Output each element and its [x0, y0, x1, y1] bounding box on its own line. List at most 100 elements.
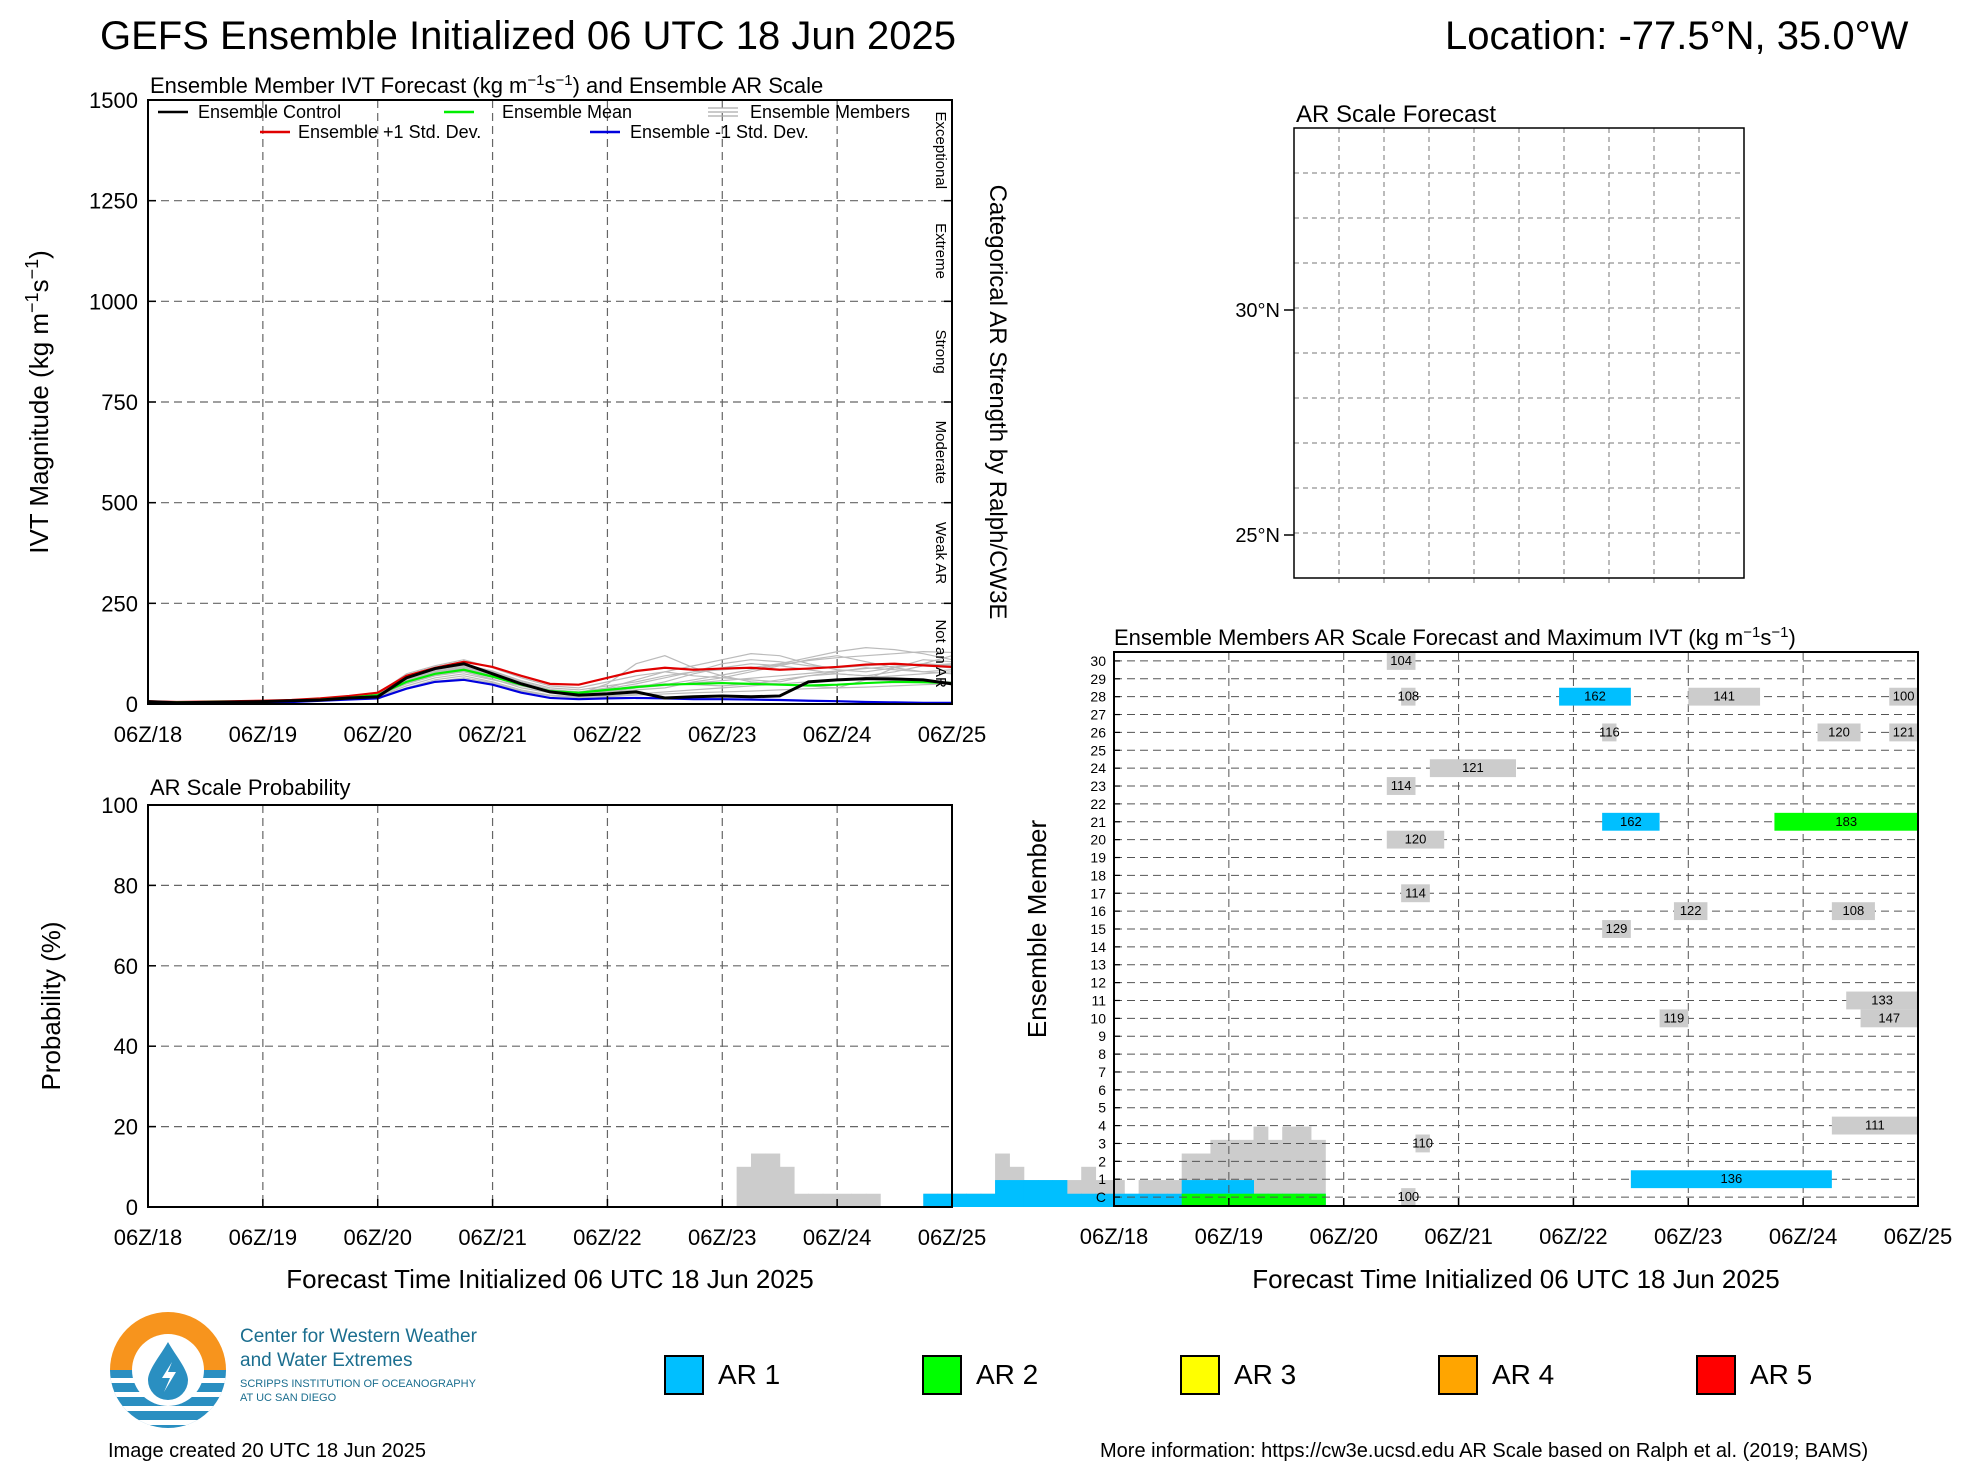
prob-xtick-label: 06Z/25 — [918, 1225, 987, 1250]
prob-ytick-label: 80 — [114, 873, 138, 898]
members-event-bar — [1831, 1116, 1918, 1135]
logo-line-3: SCRIPPS INSTITUTION OF OCEANOGRAPHY — [240, 1378, 476, 1390]
members-y-axis-label: Ensemble Member — [1022, 820, 1052, 1039]
legend-members-label: Ensemble Members — [750, 102, 910, 122]
prob-bar-ar1 — [1038, 1180, 1053, 1207]
members-event-max-ivt: 136 — [1721, 1171, 1743, 1186]
members-event-max-ivt: 116 — [1599, 724, 1620, 739]
members-event-bar — [1673, 902, 1708, 921]
members-xtick-label: 06Z/23 — [1654, 1224, 1723, 1249]
members-ytick-label: 17 — [1090, 885, 1106, 901]
prob-axes-frame — [147, 804, 953, 1208]
members-event-bar — [1817, 723, 1861, 742]
ar4-label: AR 4 — [1492, 1359, 1555, 1390]
prob-bar-any — [765, 1153, 781, 1207]
members-ytick-label: 23 — [1090, 778, 1106, 794]
members-ytick-label: 24 — [1090, 760, 1106, 776]
members-event-max-ivt: 120 — [1405, 832, 1427, 847]
prob-bar-any — [736, 1166, 752, 1207]
ivt-xtick-label: 06Z/19 — [229, 722, 298, 747]
prob-title: AR Scale Probability — [150, 775, 351, 800]
ar1-swatch — [664, 1355, 704, 1395]
members-event-max-ivt: 108 — [1397, 689, 1419, 704]
prob-ytick-label: 40 — [114, 1034, 138, 1059]
prob-ytick-label: 100 — [101, 793, 138, 818]
members-ytick-label: 13 — [1090, 957, 1106, 973]
members-ytick-label: 2 — [1098, 1153, 1106, 1169]
prob-ytick-label: 20 — [114, 1115, 138, 1140]
members-event-max-ivt: 147 — [1878, 1010, 1900, 1025]
members-event-bar — [1602, 920, 1631, 938]
members-event-max-ivt: 121 — [1893, 724, 1915, 739]
members-event-max-ivt: 114 — [1391, 778, 1412, 793]
members-event-max-ivt: 110 — [1412, 1135, 1433, 1150]
map-frame — [1293, 127, 1745, 579]
members-event-bar — [1846, 991, 1918, 1010]
members-xtick-label: 06Z/24 — [1769, 1224, 1838, 1249]
members-ytick-label: 1 — [1098, 1171, 1106, 1187]
members-event-bar — [1688, 687, 1761, 706]
members-event-max-ivt: 120 — [1828, 724, 1850, 739]
page-title: GEFS Ensemble Initialized 06 UTC 18 Jun … — [100, 14, 956, 58]
members-event-bar — [1401, 1188, 1416, 1206]
prob-xtick-label: 06Z/21 — [458, 1225, 527, 1250]
members-xtick-label: 06Z/18 — [1080, 1224, 1149, 1249]
members-event-max-ivt: 129 — [1606, 921, 1628, 936]
ivt-ytick-label: 1250 — [89, 189, 138, 214]
ivt-xtick-label: 06Z/22 — [573, 722, 642, 747]
members-event-max-ivt: 122 — [1680, 903, 1702, 918]
members-ytick-label: 20 — [1090, 832, 1106, 848]
members-event-max-ivt: 162 — [1584, 689, 1606, 704]
members-ytick-label: 8 — [1098, 1046, 1106, 1062]
members-event-bar — [1889, 687, 1918, 706]
members-ytick-label: 30 — [1090, 653, 1106, 669]
prob-bar-ar1 — [1081, 1193, 1097, 1207]
ivt-y-axis-label: IVT Magnitude (kg m−1s−1) — [22, 250, 54, 554]
members-ytick-label: 29 — [1090, 671, 1106, 687]
members-event-bar — [1386, 777, 1416, 795]
members-ytick-label: 5 — [1098, 1100, 1106, 1116]
legend-minus-std-label: Ensemble -1 Std. Dev. — [630, 122, 809, 142]
ivt-xtick-label: 06Z/20 — [343, 722, 412, 747]
members-event-max-ivt: 114 — [1405, 885, 1426, 900]
ar5-swatch — [1696, 1355, 1736, 1395]
ivt-member-line — [147, 647, 953, 703]
members-event-bar — [1401, 687, 1416, 706]
cw3e-logo-icon — [110, 1312, 226, 1428]
legend-plus-std-label: Ensemble +1 Std. Dev. — [298, 122, 481, 142]
members-event-bar — [1415, 1134, 1430, 1153]
members-event-bar — [1386, 830, 1445, 849]
members-event-bar — [1774, 812, 1918, 831]
members-xtick-label: 06Z/20 — [1309, 1224, 1378, 1249]
prob-bar-ar1 — [980, 1193, 996, 1207]
members-x-axis-label: Forecast Time Initialized 06 UTC 18 Jun … — [1252, 1264, 1779, 1294]
prob-bar-any — [851, 1193, 867, 1207]
members-ytick-label: 3 — [1098, 1135, 1106, 1151]
prob-xtick-label: 06Z/19 — [229, 1225, 298, 1250]
ivt-right-axis-label: Categorical AR Strength by Ralph/CW3E — [984, 185, 1011, 620]
logo-line-1: Center for Western Weather — [240, 1326, 477, 1347]
ivt-category-label: Extreme — [932, 223, 949, 279]
ar3-label: AR 3 — [1234, 1359, 1297, 1390]
members-event-max-ivt: 100 — [1397, 1189, 1419, 1204]
ivt-ytick-label: 250 — [101, 591, 138, 616]
members-ytick-label: 16 — [1090, 903, 1106, 919]
members-ytick-label: 7 — [1098, 1064, 1106, 1080]
ivt-category-label: Not an AR — [932, 619, 949, 688]
prob-xtick-label: 06Z/23 — [688, 1225, 757, 1250]
ivt-forecast-panel: Ensemble Member IVT Forecast (kg m−1s−1)… — [22, 72, 1011, 747]
prob-bar-ar1 — [923, 1193, 939, 1207]
members-ytick-label: 10 — [1090, 1010, 1106, 1026]
prob-bar-ar1 — [1066, 1193, 1082, 1207]
members-ytick-label: C — [1096, 1189, 1106, 1205]
members-event-max-ivt: 111 — [1865, 1118, 1885, 1133]
members-event-bar — [1401, 884, 1430, 903]
logo-line-2: and Water Extremes — [240, 1350, 413, 1371]
members-ytick-label: 12 — [1090, 975, 1106, 991]
members-xtick-label: 06Z/21 — [1424, 1224, 1493, 1249]
prob-xtick-label: 06Z/18 — [114, 1225, 183, 1250]
members-event-bar — [1429, 759, 1516, 778]
members-xtick-label: 06Z/19 — [1195, 1224, 1264, 1249]
members-event-max-ivt: 104 — [1390, 653, 1412, 668]
prob-bar-any — [1296, 1126, 1312, 1207]
